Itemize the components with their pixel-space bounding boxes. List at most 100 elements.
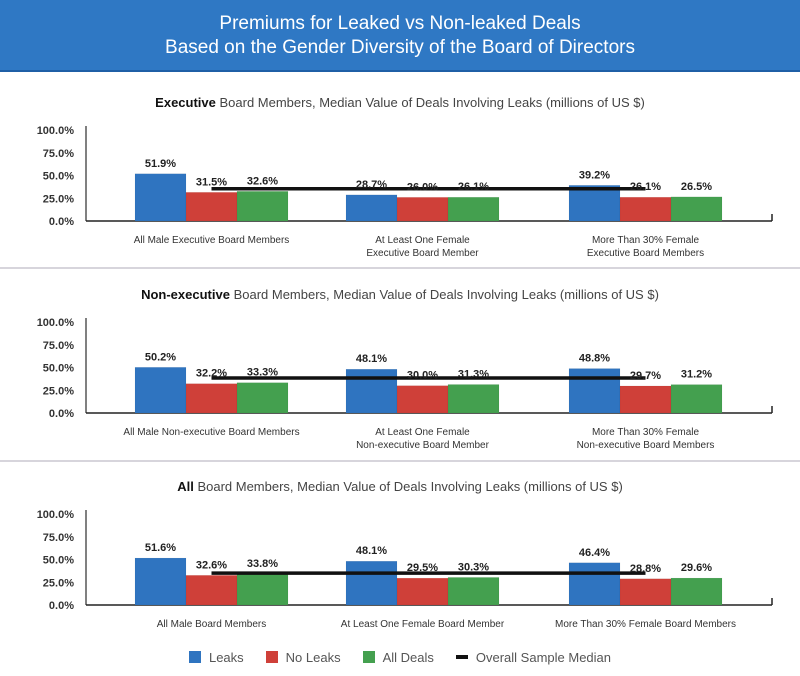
- x-category-label: At Least One Female Board Member: [341, 619, 505, 630]
- x-category-label: More Than 30% Female: [592, 427, 700, 438]
- legend-item-leaks: Leaks: [188, 649, 244, 665]
- data-label-all-deals: 33.3%: [247, 367, 278, 379]
- y-tick-label: 75.0%: [43, 532, 74, 544]
- legend-swatch-no-leaks: [265, 651, 278, 663]
- bar-all-deals: [447, 384, 500, 414]
- bar-no-leaks: [396, 197, 449, 222]
- chart-non-executive: Non-executive Board Members, Median Valu…: [37, 287, 773, 451]
- x-category-label: Executive Board Members: [587, 248, 704, 259]
- bar-leaks: [345, 368, 398, 414]
- y-tick-label: 100.0%: [37, 125, 75, 137]
- y-tick-label: 100.0%: [37, 509, 75, 521]
- bar-all-deals: [670, 577, 723, 606]
- y-tick-label: 0.0%: [49, 408, 74, 420]
- data-label-all-deals: 31.3%: [458, 369, 489, 381]
- bar-no-leaks: [396, 385, 449, 414]
- chart-title-rest: Board Members, Median Value of Deals Inv…: [230, 287, 659, 302]
- chart-title: Executive Board Members, Median Value of…: [155, 95, 645, 110]
- x-category-label: At Least One Female: [375, 235, 470, 246]
- data-label-all-deals: 32.6%: [247, 175, 278, 187]
- bar-no-leaks: [185, 192, 238, 222]
- bar-all-deals: [670, 384, 723, 414]
- bar-all-deals: [236, 191, 289, 222]
- data-label-no-leaks: 26.0%: [407, 181, 438, 193]
- section-divider: [0, 267, 800, 269]
- bar-leaks: [568, 368, 621, 414]
- bar-no-leaks: [185, 383, 238, 414]
- y-tick-label: 50.0%: [43, 171, 74, 183]
- legend: Leaks No Leaks All Deals Overall Sample …: [0, 642, 800, 672]
- y-tick-label: 25.0%: [43, 577, 74, 589]
- data-label-all-deals: 30.3%: [458, 561, 489, 573]
- x-category-label: All Male Board Members: [157, 619, 266, 630]
- y-tick-label: 75.0%: [43, 340, 74, 352]
- section-divider: [0, 460, 800, 462]
- bar-leaks: [568, 562, 621, 606]
- x-category-label: At Least One Female: [375, 427, 470, 438]
- bar-leaks: [134, 367, 187, 414]
- legend-label: No Leaks: [285, 649, 341, 665]
- legend-swatch-median-line: [455, 655, 468, 659]
- bar-no-leaks: [396, 577, 449, 606]
- bar-all-deals: [236, 382, 289, 414]
- chart-title-rest: Board Members, Median Value of Deals Inv…: [194, 479, 623, 494]
- data-label-leaks: 48.1%: [356, 353, 387, 365]
- y-tick-label: 0.0%: [49, 216, 74, 228]
- data-label-leaks: 46.4%: [579, 547, 610, 559]
- chart-title-bold: Non-executive: [141, 287, 230, 302]
- chart-all: All Board Members, Median Value of Deals…: [37, 479, 773, 630]
- x-category-label: Non-executive Board Member: [356, 440, 490, 451]
- chart-title: Non-executive Board Members, Median Valu…: [141, 287, 659, 302]
- data-label-all-deals: 33.8%: [247, 558, 278, 570]
- data-label-no-leaks: 28.8%: [630, 563, 661, 575]
- chart-panel-executive: Executive Board Members, Median Value of…: [0, 90, 800, 260]
- y-tick-label: 50.0%: [43, 555, 74, 567]
- data-label-leaks: 39.2%: [579, 169, 610, 181]
- data-label-no-leaks: 32.6%: [196, 559, 227, 571]
- bar-leaks: [134, 557, 187, 606]
- legend-label: Overall Sample Median: [475, 649, 612, 665]
- data-label-no-leaks: 31.5%: [196, 176, 227, 188]
- data-label-leaks: 51.6%: [145, 542, 176, 554]
- chart-title: All Board Members, Median Value of Deals…: [177, 479, 623, 494]
- x-category-label: All Male Executive Board Members: [134, 235, 290, 246]
- x-category-label: All Male Non-executive Board Members: [123, 427, 299, 438]
- chart-panel-non-executive: Non-executive Board Members, Median Valu…: [0, 282, 800, 452]
- data-label-all-deals: 26.1%: [458, 181, 489, 193]
- data-label-leaks: 51.9%: [145, 158, 176, 170]
- bar-all-deals: [447, 577, 500, 606]
- y-tick-label: 75.0%: [43, 148, 74, 160]
- x-category-label: Non-executive Board Members: [577, 440, 715, 451]
- bar-all-deals: [447, 196, 500, 222]
- x-category-label: More Than 30% Female Board Members: [555, 619, 736, 630]
- data-label-leaks: 48.1%: [356, 545, 387, 557]
- legend-label: Leaks: [208, 649, 244, 665]
- data-label-no-leaks: 29.7%: [630, 370, 661, 382]
- chart-executive: Executive Board Members, Median Value of…: [37, 95, 773, 259]
- data-label-leaks: 28.7%: [356, 179, 387, 191]
- x-category-label: Executive Board Member: [366, 248, 479, 259]
- data-label-no-leaks: 30.0%: [407, 370, 438, 382]
- bar-leaks: [568, 185, 621, 222]
- header-banner: Premiums for Leaked vs Non-leaked Deals …: [0, 0, 800, 72]
- bar-leaks: [345, 560, 398, 606]
- data-label-all-deals: 29.6%: [681, 562, 712, 574]
- data-label-all-deals: 31.2%: [681, 369, 712, 381]
- main-title-line-1: Premiums for Leaked vs Non-leaked Deals: [219, 13, 581, 34]
- x-category-label: More Than 30% Female: [592, 235, 700, 246]
- y-tick-label: 25.0%: [43, 193, 74, 205]
- y-tick-label: 25.0%: [43, 385, 74, 397]
- data-label-leaks: 48.8%: [579, 353, 610, 365]
- legend-item-no-leaks: No Leaks: [265, 649, 341, 665]
- chart-title-bold: All: [177, 479, 194, 494]
- legend-swatch-all-deals: [362, 651, 375, 663]
- data-label-no-leaks: 26.1%: [630, 181, 661, 193]
- legend-item-overall-median: Overall Sample Median: [455, 649, 612, 665]
- data-label-leaks: 50.2%: [145, 351, 176, 363]
- chart-title-bold: Executive: [155, 95, 216, 110]
- bar-no-leaks: [619, 578, 672, 606]
- bar-all-deals: [670, 196, 723, 222]
- data-label-no-leaks: 32.2%: [196, 368, 227, 380]
- y-tick-label: 100.0%: [37, 317, 75, 329]
- bar-no-leaks: [185, 575, 238, 606]
